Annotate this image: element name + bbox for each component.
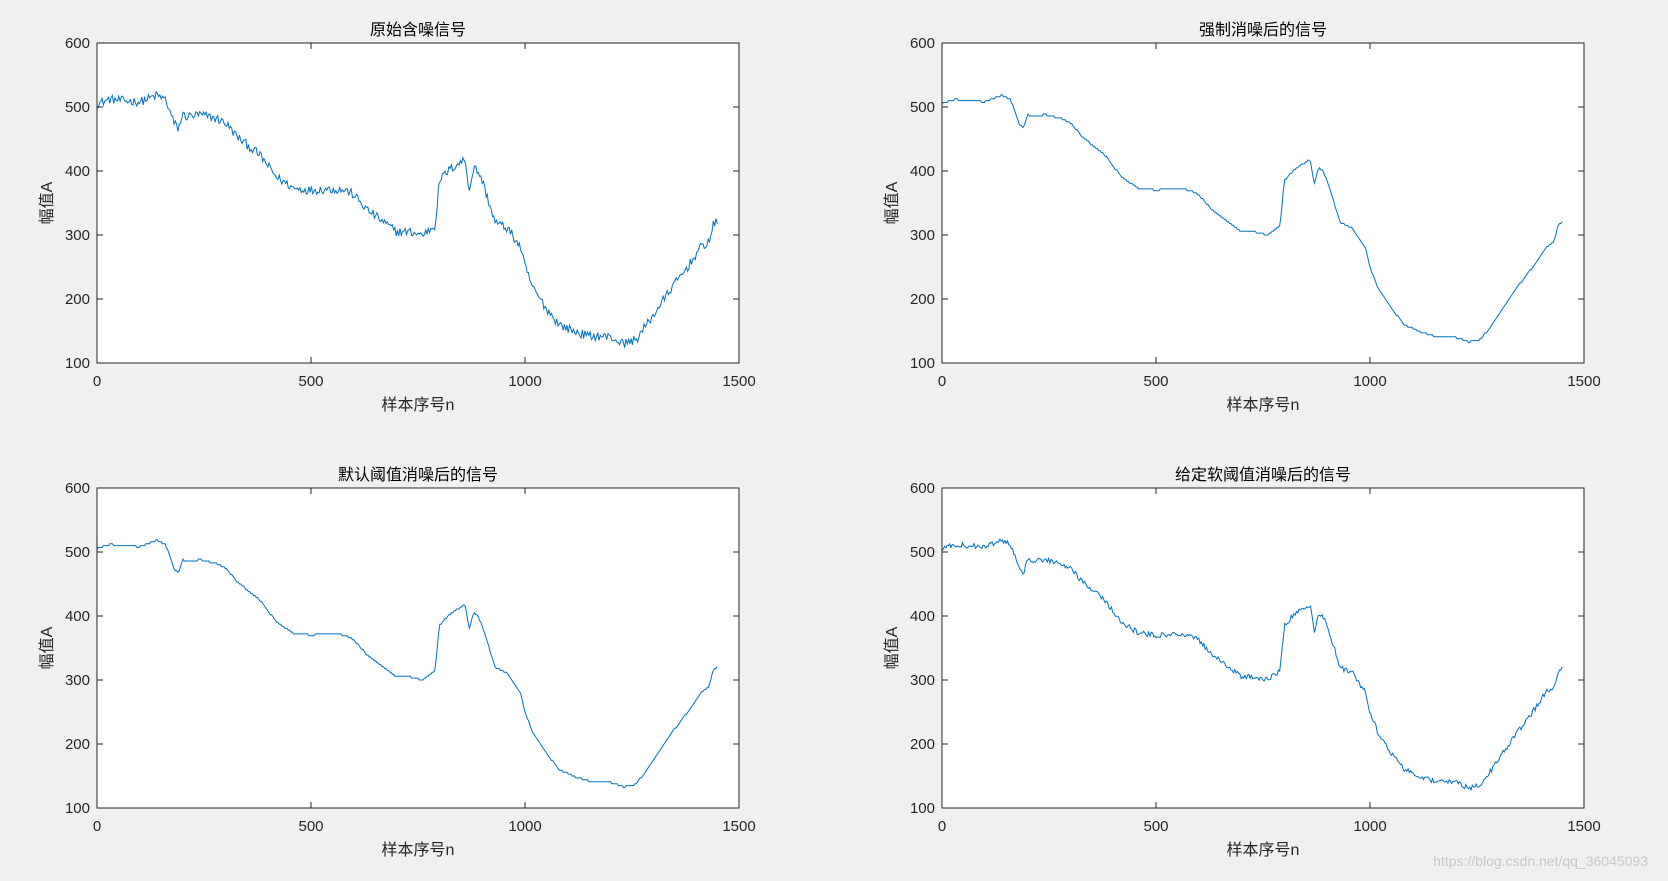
chart-title: 强制消噪后的信号: [1199, 21, 1327, 39]
plot-area: [942, 43, 1584, 363]
y-axis-label: 幅值A: [883, 626, 901, 669]
chart-title: 原始含噪信号: [370, 21, 466, 39]
y-tick-label: 600: [65, 35, 90, 52]
y-tick-label: 500: [910, 544, 935, 561]
y-tick-label: 300: [65, 227, 90, 244]
x-tick-label: 1500: [1567, 818, 1600, 835]
axes-frame: [941, 487, 1585, 809]
series-line: [96, 90, 718, 348]
y-tick-label: 100: [65, 800, 90, 817]
x-tick-label: 1000: [1353, 373, 1386, 390]
axes-frame: [96, 487, 740, 809]
x-tick-label: 1500: [722, 818, 755, 835]
x-axis-label: 样本序号n: [1227, 841, 1300, 859]
y-axis-label: 幅值A: [38, 626, 56, 669]
series-line: [941, 94, 1563, 343]
plot-area: [97, 488, 739, 808]
y-tick-label: 200: [65, 736, 90, 753]
axes-frame: [96, 42, 740, 364]
series-line: [941, 538, 1563, 792]
x-tick-label: 500: [1143, 373, 1168, 390]
y-tick-label: 300: [910, 672, 935, 689]
y-tick-label: 200: [910, 291, 935, 308]
y-tick-label: 600: [65, 480, 90, 497]
x-tick-label: 1500: [722, 373, 755, 390]
x-tick-label: 500: [298, 373, 323, 390]
x-tick-label: 1000: [1353, 818, 1386, 835]
x-tick-label: 0: [93, 818, 101, 835]
y-tick-label: 400: [65, 608, 90, 625]
y-tick-label: 300: [910, 227, 935, 244]
series-line: [96, 539, 718, 788]
x-tick-label: 0: [938, 373, 946, 390]
y-tick-label: 100: [910, 800, 935, 817]
y-tick-label: 100: [65, 355, 90, 372]
plot-area: [942, 488, 1584, 808]
chart-title: 给定软阈值消噪后的信号: [1175, 466, 1351, 484]
y-tick-label: 600: [910, 480, 935, 497]
y-axis-label: 幅值A: [883, 181, 901, 224]
y-tick-label: 600: [910, 35, 935, 52]
x-tick-label: 1000: [508, 373, 541, 390]
subplot-1: 0 500 1000 1500 100 200 300 400 500 600 原始含噪信号样本序号…: [38, 21, 756, 414]
y-tick-label: 100: [910, 355, 935, 372]
x-axis-label: 样本序号n: [382, 396, 455, 414]
watermark-text: https://blog.csdn.net/qq_36045093: [1433, 853, 1648, 869]
y-tick-label: 400: [910, 608, 935, 625]
subplot-3: 0 500 1000 1500 100 200 300 400 500 600 默认阈值消噪后的信号…: [38, 466, 756, 859]
x-tick-label: 500: [298, 818, 323, 835]
x-tick-label: 1500: [1567, 373, 1600, 390]
y-tick-label: 400: [910, 163, 935, 180]
y-tick-label: 200: [65, 291, 90, 308]
chart-title: 默认阈值消噪后的信号: [338, 466, 498, 484]
y-axis-label: 幅值A: [38, 181, 56, 224]
plot-area: [97, 43, 739, 363]
y-tick-label: 300: [65, 672, 90, 689]
x-tick-label: 500: [1143, 818, 1168, 835]
x-tick-label: 1000: [508, 818, 541, 835]
y-tick-label: 500: [910, 99, 935, 116]
y-tick-label: 200: [910, 736, 935, 753]
subplot-2: 0 500 1000 1500 100 200 300 400 500 600 强制消噪后的信号样本…: [883, 21, 1601, 414]
x-tick-label: 0: [93, 373, 101, 390]
x-axis-label: 样本序号n: [382, 841, 455, 859]
y-tick-label: 500: [65, 99, 90, 116]
subplot-4: 0 500 1000 1500 100 200 300 400 500 600 给定软阈值消噪后的信…: [883, 466, 1601, 859]
y-tick-label: 500: [65, 544, 90, 561]
y-tick-label: 400: [65, 163, 90, 180]
axes-frame: [941, 42, 1585, 364]
x-tick-label: 0: [938, 818, 946, 835]
x-axis-label: 样本序号n: [1227, 396, 1300, 414]
